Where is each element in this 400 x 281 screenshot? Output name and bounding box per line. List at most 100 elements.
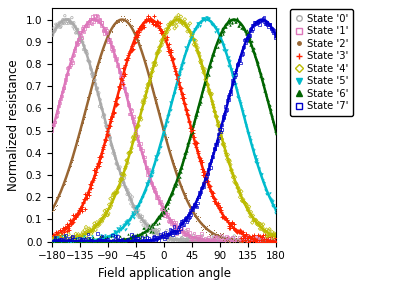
Point [210, 103, 216, 107]
Point [121, 74, 127, 78]
Point [191, 119, 198, 123]
Point [172, 69, 178, 73]
Point [101, 215, 107, 220]
Point [152, 22, 158, 27]
Point [144, 239, 151, 244]
Point [250, 239, 256, 244]
Point [257, 235, 263, 239]
Point [95, 239, 102, 244]
Point [74, 43, 80, 47]
Point [116, 70, 122, 74]
Point [225, 238, 232, 243]
Point [223, 239, 229, 244]
Point [175, 171, 182, 175]
Point [198, 160, 205, 164]
Point [147, 78, 154, 83]
Point [252, 20, 259, 24]
Point [71, 48, 78, 53]
Point [161, 126, 168, 130]
Point [58, 24, 64, 29]
Point [117, 70, 123, 74]
Point [198, 227, 205, 232]
Point [225, 226, 232, 230]
Point [149, 174, 155, 178]
Point [80, 40, 86, 44]
Point [118, 226, 124, 230]
Point [195, 51, 202, 55]
Point [125, 190, 132, 195]
Point [216, 239, 223, 244]
Point [228, 239, 235, 244]
Point [204, 179, 210, 184]
Point [226, 22, 233, 27]
Point [220, 142, 226, 146]
Point [130, 205, 136, 209]
Point [147, 175, 154, 179]
Point [93, 166, 100, 171]
Point [54, 110, 61, 114]
Point [114, 102, 120, 106]
Point [262, 239, 269, 244]
Point [134, 38, 140, 43]
Point [104, 28, 110, 32]
Point [92, 239, 98, 244]
Point [162, 230, 168, 235]
Point [108, 143, 115, 148]
Point [246, 135, 253, 139]
Point [105, 40, 112, 44]
Point [176, 239, 183, 244]
Point [182, 17, 188, 22]
Point [84, 196, 90, 200]
Point [92, 239, 99, 244]
Point [121, 222, 127, 226]
Point [82, 50, 88, 55]
Point [253, 22, 259, 26]
Point [64, 239, 71, 244]
Point [223, 218, 230, 223]
Point [211, 24, 218, 29]
Point [240, 239, 246, 243]
Point [69, 235, 75, 239]
Point [261, 229, 268, 234]
Point [199, 16, 205, 21]
Point [54, 109, 60, 114]
Point [106, 239, 113, 244]
Point [196, 101, 203, 106]
Point [126, 191, 132, 196]
Point [256, 239, 262, 244]
Point [220, 231, 226, 235]
Point [116, 84, 122, 89]
Point [168, 235, 174, 239]
Point [182, 21, 189, 26]
Point [241, 200, 248, 205]
Point [148, 17, 154, 22]
Point [59, 234, 66, 238]
Point [84, 23, 90, 28]
Point [159, 212, 166, 217]
Point [56, 23, 62, 27]
Point [211, 228, 218, 233]
Point [85, 23, 91, 28]
Point [250, 148, 257, 153]
Point [225, 94, 231, 99]
Point [120, 177, 126, 181]
Point [194, 217, 200, 222]
Point [90, 71, 96, 76]
Point [174, 77, 180, 81]
Point [213, 232, 220, 237]
Point [57, 235, 64, 239]
Point [137, 215, 143, 219]
Point [51, 120, 58, 124]
Point [266, 227, 273, 232]
Point [160, 34, 167, 38]
Point [94, 164, 100, 168]
Point [220, 30, 226, 34]
Point [136, 232, 142, 236]
Point [76, 237, 83, 242]
Point [182, 216, 188, 221]
Point [203, 77, 209, 81]
Point [85, 96, 92, 101]
Point [118, 239, 124, 243]
Point [62, 233, 68, 237]
Point [267, 103, 274, 107]
